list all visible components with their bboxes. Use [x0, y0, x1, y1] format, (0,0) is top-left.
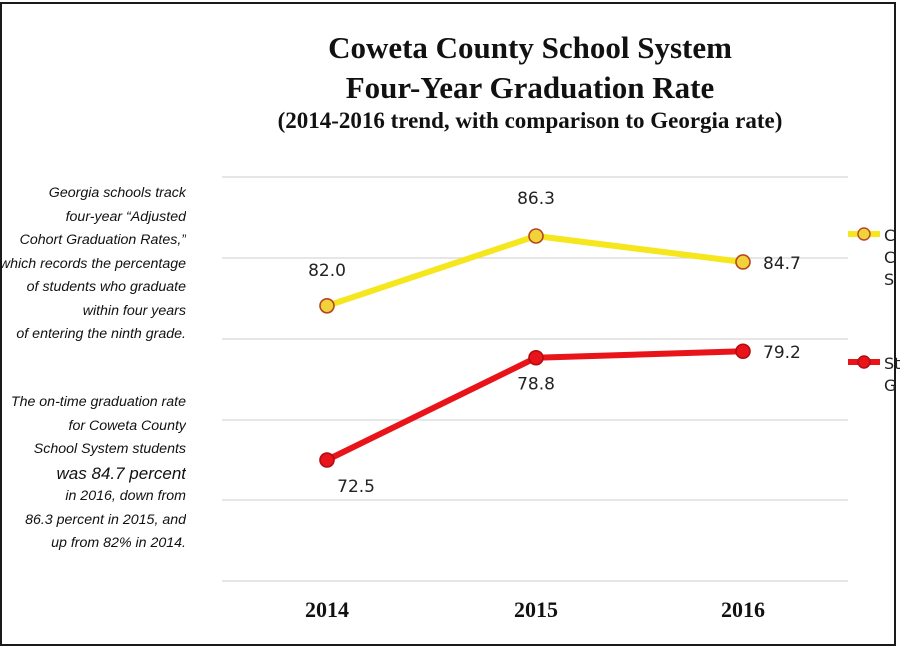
series-line	[324, 233, 746, 309]
x-tick-label: 2014	[305, 597, 349, 622]
chart-title: Coweta County School System	[328, 30, 732, 65]
data-label: 79.2	[763, 343, 801, 363]
legend-label: C	[884, 248, 895, 267]
note-line: Georgia schools track	[48, 185, 186, 201]
data-label: 84.7	[763, 254, 801, 274]
data-point	[735, 254, 751, 270]
data-point	[319, 297, 335, 314]
x-tick-label: 2015	[514, 597, 558, 622]
legend-label: St	[884, 354, 900, 373]
note-line: Cohort Graduation Rates,”	[19, 232, 186, 248]
x-tick-label: 2016	[721, 597, 765, 622]
note-line: in 2016, down from	[65, 488, 186, 504]
note-line: School System students	[33, 441, 186, 457]
note-line: of entering the ninth grade.	[16, 326, 186, 342]
note-line-emphasis: was 84.7 percent	[56, 463, 186, 483]
data-label: 82.0	[308, 261, 346, 281]
data-point	[735, 343, 751, 360]
data-label: 86.3	[517, 189, 555, 209]
note-line: The on-time graduation rate	[10, 394, 186, 410]
legend-label: C	[884, 226, 895, 245]
data-label: 78.8	[517, 375, 555, 395]
note-line: for Coweta County	[68, 417, 187, 434]
data-point	[528, 228, 544, 244]
note-line: within four years	[82, 302, 186, 319]
data-label: 72.5	[337, 477, 375, 497]
side-note-method: Georgia schools track four-year “Adjuste…	[0, 182, 186, 347]
series-line	[324, 348, 746, 463]
data-point	[319, 452, 335, 468]
note-line: which records the percentage	[0, 255, 186, 272]
chart-title-line2: Four-Year Graduation Rate	[345, 70, 715, 105]
side-note-summary: The on-time graduation rate for Coweta C…	[0, 391, 186, 556]
note-line: up from 82% in 2014.	[51, 535, 186, 551]
note-line: 86.3 percent in 2015, and	[25, 511, 186, 528]
note-line: four-year “Adjusted	[65, 208, 186, 225]
legend-marker	[857, 355, 871, 369]
note-line: of students who graduate	[26, 279, 186, 295]
legend-marker	[857, 227, 871, 241]
data-point	[528, 349, 544, 366]
legend-label: S	[884, 270, 894, 289]
chart-subtitle: (2014-2016 trend, with comparison to Geo…	[277, 108, 783, 133]
legend-label: G	[884, 376, 896, 395]
